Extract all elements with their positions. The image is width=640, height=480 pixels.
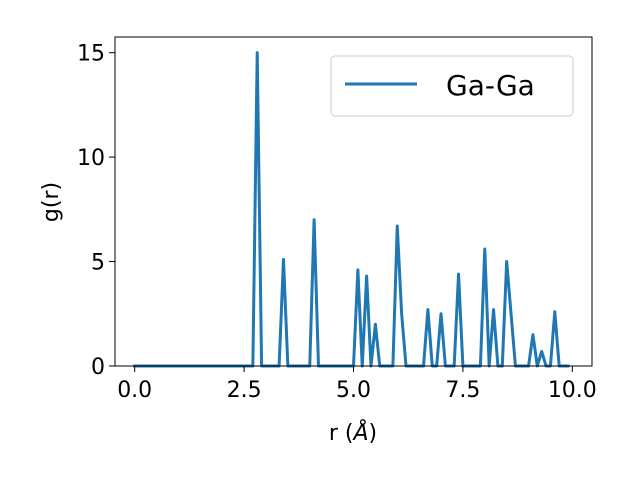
x-axis-ticks: 0.0 2.5 5.0 7.5 10.0 (117, 366, 597, 403)
legend: Ga-Ga (330, 55, 574, 117)
y-tick-label: 5 (91, 251, 105, 276)
y-tick-label: 10 (77, 146, 105, 171)
y-tick-label: 0 (91, 355, 105, 380)
legend-box (330, 55, 574, 117)
x-tick-label: 0.0 (117, 378, 152, 403)
y-axis-ticks: 0 5 10 15 (77, 42, 115, 380)
y-tick-label: 15 (77, 42, 105, 67)
x-tick-label: 7.5 (445, 378, 480, 403)
y-axis-label: g(r) (39, 182, 64, 222)
legend-label-ga-ga: Ga-Ga (446, 69, 535, 102)
x-tick-label: 2.5 (227, 378, 262, 403)
x-tick-label: 10.0 (548, 378, 597, 403)
x-axis-label: r (Å) (329, 419, 377, 446)
x-tick-label: 5.0 (336, 378, 371, 403)
